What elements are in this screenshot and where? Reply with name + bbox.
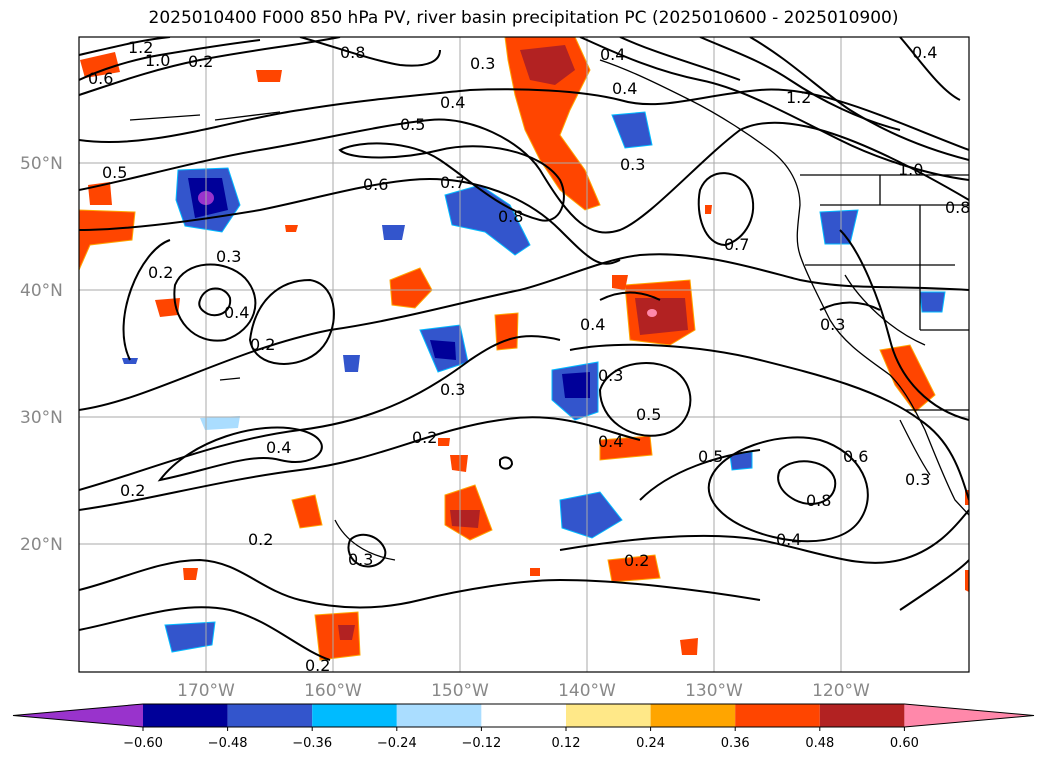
contour-label: 0.3	[820, 315, 845, 334]
contour-label: 0.7	[440, 173, 465, 192]
colorbar: −0.60 −0.48 −0.36 −0.24 −0.12 0.12 0.24 0.36 0.4…	[12, 703, 1035, 751]
contour-label: 0.6	[843, 447, 868, 466]
colorbar-swatch	[227, 704, 313, 727]
colorbar-tick-label: 0.36	[721, 736, 750, 751]
contour-label: 0.5	[636, 405, 661, 424]
colorbar-swatch	[396, 704, 482, 727]
contour-label: 1.2	[786, 88, 811, 107]
contour-label: 0.7	[724, 235, 749, 254]
contour-label: 0.8	[806, 491, 831, 510]
lon-label: 150°W	[431, 681, 489, 701]
contour-label: 0.3	[348, 550, 373, 569]
contour-label: 1.0	[145, 51, 170, 70]
contour-label: 0.4	[776, 530, 801, 549]
colorbar-tick-label: 0.60	[890, 736, 919, 751]
contour-label: 0.8	[945, 198, 970, 217]
lon-label: 160°W	[304, 681, 362, 701]
coastline	[129, 59, 969, 561]
contour-label: 0.4	[912, 43, 937, 62]
contour-label: 0.4	[266, 438, 291, 457]
colorbar-swatch	[566, 704, 651, 727]
colorbar-tick-label: 0.24	[636, 736, 665, 751]
colorbar-swatch	[13, 704, 143, 727]
contour-label: 0.2	[250, 335, 275, 354]
gridlines	[79, 37, 969, 672]
pv-contours	[79, 37, 969, 661]
lon-label: 130°W	[685, 681, 743, 701]
precip-shading	[79, 37, 969, 661]
contour-label: 0.3	[905, 470, 930, 489]
contour-label: 0.2	[305, 656, 330, 675]
contour-label: 1.0	[898, 160, 923, 179]
contour-label: 0.3	[440, 380, 465, 399]
chart-title: 2025010400 F000 850 hPa PV, river basin …	[148, 8, 899, 28]
contour-label: 0.2	[148, 263, 173, 282]
contour-label: 0.4	[440, 93, 465, 112]
contour-label: 0.4	[598, 432, 623, 451]
contour-label: 0.4	[580, 315, 605, 334]
colorbar-tick-label: 0.48	[805, 736, 834, 751]
contour-label: 0.5	[400, 115, 425, 134]
contour-label: 0.3	[216, 247, 241, 266]
map-frame	[78, 36, 970, 673]
colorbar-tick-label: −0.36	[292, 736, 332, 751]
colorbar-swatch	[481, 704, 566, 727]
lon-label: 170°W	[177, 681, 235, 701]
latitude-labels: 50°N 40°N 30°N 20°N	[20, 154, 63, 555]
contour-label: 0.2	[188, 52, 213, 71]
colorbar-swatch	[312, 704, 397, 727]
contour-label: 0.4	[600, 45, 625, 64]
contour-label: 0.2	[248, 530, 273, 549]
contour-label: 0.5	[102, 163, 127, 182]
contour-label: 0.3	[470, 54, 495, 73]
colorbar-swatch	[735, 704, 820, 727]
contour-label: 0.6	[88, 69, 113, 88]
colorbar-swatch	[143, 704, 228, 727]
contour-label: 0.5	[698, 447, 723, 466]
contour-label: 0.4	[612, 79, 637, 98]
lon-label: 140°W	[558, 681, 616, 701]
map-area	[79, 37, 969, 672]
contour-label: 0.6	[363, 175, 388, 194]
contour-label: 0.2	[624, 551, 649, 570]
contour-label: 0.8	[340, 43, 365, 62]
colorbar-swatch	[650, 704, 736, 727]
contour-label: 0.2	[412, 428, 437, 447]
colorbar-tick-label: −0.48	[208, 736, 248, 751]
longitude-labels: 170°W 160°W 150°W 140°W 130°W 120°W	[177, 681, 870, 701]
colorbar-swatch	[819, 704, 905, 727]
lat-label: 30°N	[20, 408, 63, 428]
colorbar-tick-label: 0.12	[552, 736, 581, 751]
lat-label: 40°N	[20, 281, 63, 301]
contour-label: 1.2	[128, 38, 153, 57]
colorbar-tick-label: −0.24	[377, 736, 417, 751]
colorbar-swatch	[904, 704, 1034, 727]
contour-label: 0.8	[498, 207, 523, 226]
contour-label: 0.4	[224, 303, 249, 322]
colorbar-tick-label: −0.12	[461, 736, 501, 751]
contour-label: 0.2	[120, 481, 145, 500]
lon-label: 120°W	[812, 681, 870, 701]
contour-labels: 0.3 0.4 0.5 0.6 0.7 0.8 0.5 0.2 0.3 0.4 …	[88, 38, 970, 675]
lat-label: 50°N	[20, 154, 63, 174]
contour-label: 0.3	[598, 366, 623, 385]
contour-label: 0.3	[620, 155, 645, 174]
lat-label: 20°N	[20, 535, 63, 555]
colorbar-tick-label: −0.60	[123, 736, 163, 751]
